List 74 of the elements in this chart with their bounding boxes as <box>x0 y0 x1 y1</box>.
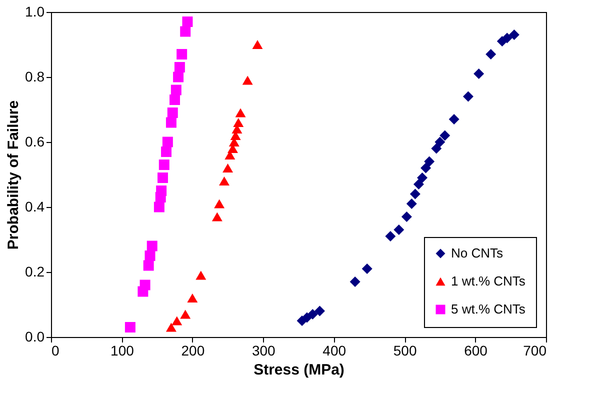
point <box>431 143 442 154</box>
x-tick-label: 400 <box>322 342 346 358</box>
x-tick-label: 300 <box>252 342 276 358</box>
point <box>161 146 172 157</box>
point <box>362 264 372 274</box>
y-axis-title: Probability of Failure <box>5 100 22 250</box>
point <box>406 198 417 209</box>
point <box>143 260 154 271</box>
point <box>434 136 446 148</box>
legend-label: 1 wt.% CNTs <box>451 274 526 288</box>
point <box>413 179 424 190</box>
point <box>420 162 432 174</box>
point <box>144 250 156 261</box>
legend-label: 5 wt.% CNTs <box>451 302 526 316</box>
point <box>214 199 225 208</box>
x-tick-label: 600 <box>464 342 488 358</box>
point <box>474 68 484 79</box>
legend-label: No CNTs <box>451 246 504 260</box>
point <box>156 186 167 196</box>
point <box>174 62 185 72</box>
point <box>417 172 428 183</box>
point <box>448 114 460 124</box>
point <box>233 118 244 128</box>
point <box>502 32 512 44</box>
y-tick-label: 0.2 <box>25 264 45 280</box>
point <box>180 310 191 319</box>
point <box>140 280 150 290</box>
point <box>180 26 191 37</box>
point <box>394 224 404 235</box>
point <box>172 316 182 326</box>
y-tick-label: 0.8 <box>25 68 45 84</box>
point <box>222 163 234 173</box>
point <box>182 16 193 27</box>
point <box>176 49 188 60</box>
point <box>146 240 158 252</box>
point <box>424 156 435 167</box>
point <box>212 212 222 222</box>
point <box>158 160 170 170</box>
point <box>173 72 184 82</box>
point <box>401 212 412 222</box>
x-tick-label: 100 <box>110 342 134 358</box>
point <box>219 176 230 186</box>
x-axis-title: Stress (MPa) <box>254 362 344 378</box>
point <box>167 108 178 118</box>
point <box>314 306 325 316</box>
x-tick-label: 700 <box>523 342 547 358</box>
point <box>252 40 263 50</box>
point <box>508 30 520 40</box>
point <box>350 276 360 287</box>
y-tick-label: 0.0 <box>25 328 45 344</box>
point <box>242 76 253 85</box>
point <box>157 172 168 183</box>
point <box>462 91 474 102</box>
x-tick-label: 200 <box>181 342 205 358</box>
point <box>170 84 182 96</box>
x-tick-label: 0 <box>52 342 60 358</box>
point <box>166 322 176 332</box>
point <box>154 202 164 212</box>
point <box>385 231 396 242</box>
y-tick-label: 0.6 <box>25 134 45 150</box>
point <box>166 117 176 128</box>
point <box>440 130 450 141</box>
point <box>410 188 420 200</box>
point <box>307 309 318 320</box>
point <box>187 293 198 303</box>
point <box>196 270 206 280</box>
y-tick-label: 1.0 <box>25 4 45 20</box>
x-tick-label: 500 <box>393 342 417 358</box>
point <box>486 49 496 60</box>
point <box>162 136 173 148</box>
point <box>124 322 136 332</box>
y-tick-label: 0.4 <box>25 198 45 214</box>
point <box>170 94 180 105</box>
point <box>235 108 246 118</box>
